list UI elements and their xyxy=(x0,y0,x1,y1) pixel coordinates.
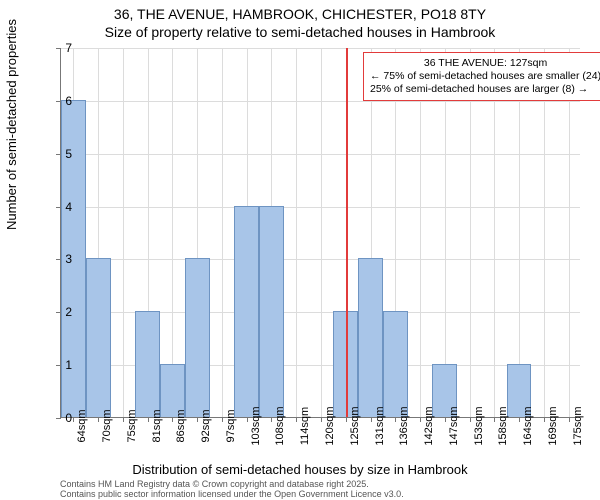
xtick-mark xyxy=(197,417,198,422)
xtick-mark xyxy=(569,417,570,422)
xtick-mark xyxy=(519,417,520,422)
xtick-label: 175sqm xyxy=(572,406,584,445)
xtick-mark xyxy=(73,417,74,422)
gridline-vertical xyxy=(222,48,223,417)
xtick-label: 75sqm xyxy=(126,409,138,442)
ytick-label: 2 xyxy=(52,305,72,319)
xtick-label: 131sqm xyxy=(374,406,386,445)
gridline-vertical xyxy=(420,48,421,417)
xtick-mark xyxy=(123,417,124,422)
xtick-mark xyxy=(148,417,149,422)
histogram-bar xyxy=(185,258,210,417)
xtick-label: 92sqm xyxy=(200,409,212,442)
annotation-line2: ← 75% of semi-detached houses are smalle… xyxy=(370,70,600,83)
xtick-mark xyxy=(346,417,347,422)
plot-area: 36 THE AVENUE: 127sqm ← 75% of semi-deta… xyxy=(60,48,580,418)
histogram-bar xyxy=(358,258,383,417)
xtick-label: 147sqm xyxy=(448,406,460,445)
xtick-label: 125sqm xyxy=(349,406,361,445)
histogram-bar xyxy=(86,258,111,417)
xtick-mark xyxy=(420,417,421,422)
xtick-label: 142sqm xyxy=(423,406,435,445)
x-axis-label: Distribution of semi-detached houses by … xyxy=(0,462,600,477)
xtick-mark xyxy=(172,417,173,422)
xtick-mark xyxy=(271,417,272,422)
y-axis-label: Number of semi-detached properties xyxy=(4,19,19,230)
histogram-bar xyxy=(383,311,408,417)
footer-line2: Contains public sector information licen… xyxy=(60,490,404,500)
xtick-mark xyxy=(247,417,248,422)
histogram-bar xyxy=(234,206,259,417)
xtick-label: 70sqm xyxy=(101,409,113,442)
ytick-label: 3 xyxy=(52,252,72,266)
chart-title-line2: Size of property relative to semi-detach… xyxy=(0,24,600,40)
histogram-bar xyxy=(135,311,160,417)
xtick-label: 86sqm xyxy=(175,409,187,442)
xtick-mark xyxy=(98,417,99,422)
xtick-label: 97sqm xyxy=(225,409,237,442)
xtick-mark xyxy=(321,417,322,422)
gridline-vertical xyxy=(544,48,545,417)
gridline-vertical xyxy=(296,48,297,417)
gridline-vertical xyxy=(445,48,446,417)
gridline-vertical xyxy=(321,48,322,417)
xtick-label: 81sqm xyxy=(151,409,163,442)
xtick-mark xyxy=(445,417,446,422)
xtick-label: 64sqm xyxy=(76,409,88,442)
ytick-label: 0 xyxy=(52,411,72,425)
xtick-mark xyxy=(544,417,545,422)
ytick-label: 4 xyxy=(52,200,72,214)
xtick-label: 164sqm xyxy=(522,406,534,445)
footer: Contains HM Land Registry data © Crown c… xyxy=(60,480,404,500)
xtick-label: 103sqm xyxy=(250,406,262,445)
histogram-bar xyxy=(259,206,284,417)
xtick-mark xyxy=(494,417,495,422)
annotation-line3: 25% of semi-detached houses are larger (… xyxy=(370,83,600,96)
xtick-label: 153sqm xyxy=(473,406,485,445)
gridline-vertical xyxy=(123,48,124,417)
gridline-vertical xyxy=(470,48,471,417)
xtick-label: 120sqm xyxy=(324,406,336,445)
xtick-label: 169sqm xyxy=(547,406,559,445)
gridline-vertical xyxy=(172,48,173,417)
gridline-vertical xyxy=(519,48,520,417)
xtick-label: 136sqm xyxy=(398,406,410,445)
chart-title-line1: 36, THE AVENUE, HAMBROOK, CHICHESTER, PO… xyxy=(0,6,600,22)
ytick-label: 7 xyxy=(52,41,72,55)
reference-annotation: 36 THE AVENUE: 127sqm ← 75% of semi-deta… xyxy=(363,52,600,101)
ytick-label: 5 xyxy=(52,147,72,161)
xtick-label: 114sqm xyxy=(299,407,311,445)
reference-line xyxy=(346,48,348,417)
xtick-label: 158sqm xyxy=(497,406,509,445)
xtick-mark xyxy=(371,417,372,422)
ytick-label: 6 xyxy=(52,94,72,108)
xtick-mark xyxy=(470,417,471,422)
xtick-mark xyxy=(222,417,223,422)
ytick-label: 1 xyxy=(52,358,72,372)
gridline-vertical xyxy=(494,48,495,417)
xtick-mark xyxy=(395,417,396,422)
annotation-line1: 36 THE AVENUE: 127sqm xyxy=(370,57,600,70)
xtick-label: 108sqm xyxy=(274,406,286,445)
gridline-vertical xyxy=(569,48,570,417)
xtick-mark xyxy=(296,417,297,422)
